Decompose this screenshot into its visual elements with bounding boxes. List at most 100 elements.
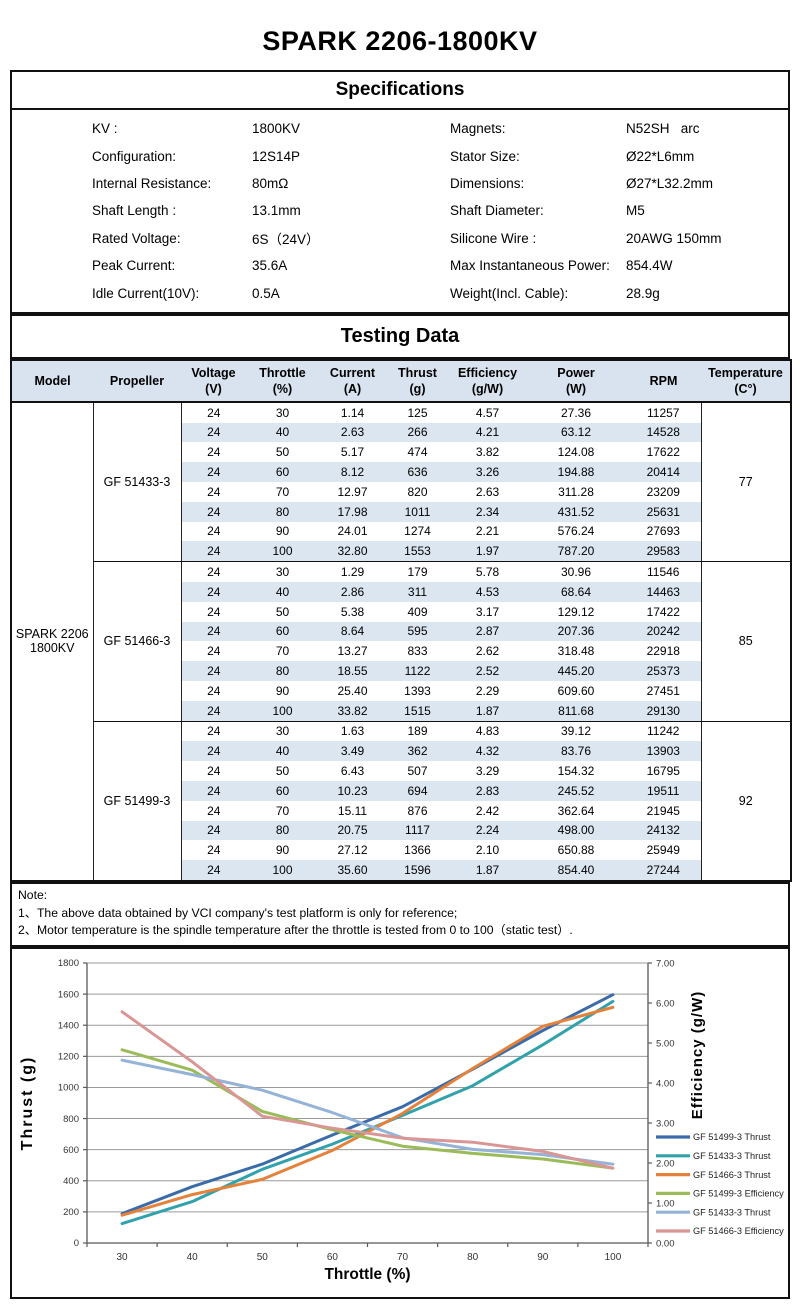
table-cell: 595 xyxy=(386,621,449,642)
series-line xyxy=(120,992,615,1215)
table-cell: 24 xyxy=(180,820,246,841)
table-row: 24 80 17.98 1011 2.34 431.52 25631 xyxy=(11,501,791,522)
table-row: 24 80 20.75 1117 2.24 498.00 24132 xyxy=(11,820,791,841)
column-header: Propeller xyxy=(93,358,181,403)
table-cell: 3.82 xyxy=(475,445,500,460)
table-cell: 13.27 xyxy=(337,644,368,659)
table-cell: 70 xyxy=(275,803,290,818)
table-cell: 68.64 xyxy=(526,581,626,602)
table-cell: 876 xyxy=(407,803,428,818)
spec-label: Max Instantaneous Power: xyxy=(450,258,610,274)
table-cell: 129.12 xyxy=(557,604,595,619)
table-cell: 24 xyxy=(180,541,246,563)
left-axis-title: Thrust (g) xyxy=(19,1055,36,1150)
table-cell: 39.12 xyxy=(560,724,592,739)
table-row: 24 50 6.43 507 3.29 154.32 16795 xyxy=(11,761,791,781)
table-cell: 2.42 xyxy=(475,803,500,818)
left-axis-tick-label: 800 xyxy=(63,1113,79,1124)
table-cell: 507 xyxy=(407,764,428,779)
table-row: 24 50 5.17 474 3.82 124.08 17622 xyxy=(11,442,791,463)
table-cell: 3.49 xyxy=(319,741,386,762)
spec-value: 80mΩ xyxy=(252,176,289,192)
table-cell: 362 xyxy=(386,741,449,762)
table-cell: 650.88 xyxy=(557,843,595,858)
spec-label: Silicone Wire : xyxy=(450,230,537,246)
table-cell: 14528 xyxy=(626,422,701,443)
table-cell: 1366 xyxy=(404,843,431,858)
table-cell: 1011 xyxy=(386,501,449,522)
table-cell: 14463 xyxy=(626,581,701,602)
column-header: Voltage (V) xyxy=(181,358,246,403)
left-axis-tick-label: 1400 xyxy=(58,1020,79,1031)
table-cell: 3.26 xyxy=(449,462,526,482)
table-cell: 833 xyxy=(407,644,428,659)
table-cell: 24 xyxy=(180,601,246,622)
table-cell: 32.80 xyxy=(319,541,386,563)
table-cell: 2.83 xyxy=(449,780,526,801)
table-cell: 30.96 xyxy=(560,565,592,580)
table-cell: 24 xyxy=(180,800,246,821)
table-cell: 189 xyxy=(407,724,428,739)
table-cell: 27451 xyxy=(646,683,680,698)
table-cell: 30 xyxy=(275,565,290,580)
specifications-section: Specifications KV : 1800KV Magnets: N52SH a… xyxy=(10,70,790,314)
table-cell: 4.53 xyxy=(449,581,526,602)
legend-label: GF 51499-3 Thrust xyxy=(693,1132,771,1142)
table-cell: 21945 xyxy=(646,803,680,818)
table-cell: 311.28 xyxy=(558,484,594,499)
table-cell: 24132 xyxy=(626,820,701,841)
table-cell: 24 xyxy=(180,621,246,642)
spec-value: 12S14P xyxy=(252,148,301,164)
spec-label: Magnets: xyxy=(450,121,506,137)
table-row: SPARK 2206 1800KV GF 51433-3 24 30 1.14 125 4.… xyxy=(11,401,791,881)
table-cell: 124.08 xyxy=(557,445,595,460)
spec-label: Internal Resistance: xyxy=(92,176,212,192)
column-header: RPM xyxy=(626,358,701,403)
table-cell: 1393 xyxy=(404,683,431,698)
chart-canvas: 0 200 400 600 800 1000 1200 1400 1600 1800 0.00 1.0… xyxy=(19,958,784,1283)
note-section: Note: 1、The above data obtained by VCI c… xyxy=(10,881,790,947)
table-cell: 90 xyxy=(275,683,290,698)
table-cell: 609.60 xyxy=(557,683,595,698)
table-cell: 3.17 xyxy=(475,604,500,619)
table-cell: 4.32 xyxy=(449,741,526,762)
table-cell: 1.97 xyxy=(449,541,526,563)
legend-label: GF 51433-3 Thrust xyxy=(693,1207,771,1217)
table-row: 24 70 12.97 820 2.63 311.28 23209 xyxy=(11,481,791,502)
table-cell: 90 xyxy=(275,843,290,858)
table-row: 24 90 25.40 1393 2.29 609.60 27451 xyxy=(11,680,791,701)
table-cell: 1553 xyxy=(386,541,449,563)
testing-data-title-box: Testing Data xyxy=(10,313,790,359)
table-cell: 18.55 xyxy=(319,661,386,681)
legend-item: GF 51433-3 Thrust xyxy=(656,1207,771,1217)
table-cell: 409 xyxy=(407,604,428,619)
series-line xyxy=(120,999,615,1225)
note-line: 1、The above data obtained by VCI company… xyxy=(18,905,458,920)
table-cell: 20.75 xyxy=(319,820,386,841)
table-row: 24 70 15.11 876 2.42 362.64 21945 xyxy=(11,800,791,821)
propeller-cell: GF 51499-3 xyxy=(92,721,181,881)
table-cell: 100 xyxy=(246,860,319,881)
table-cell: 854.40 xyxy=(526,860,626,881)
note-heading: Note: xyxy=(18,887,48,902)
table-cell: 19511 xyxy=(626,780,701,801)
table-cell: 474 xyxy=(407,445,428,460)
table-cell: 29130 xyxy=(626,700,701,722)
table-cell: 820 xyxy=(407,484,428,499)
model-cell: SPARK 2206 1800KV xyxy=(11,401,93,881)
table-cell: 17422 xyxy=(646,604,680,619)
spec-grid: KV : 1800KV Magnets: N52SH arc Configuration… xyxy=(12,110,788,312)
table-cell: 13903 xyxy=(626,741,701,762)
table-cell: 576.24 xyxy=(557,524,595,539)
table-cell: 70 xyxy=(275,644,290,659)
table-cell: 24 xyxy=(180,462,246,482)
table-cell: 194.88 xyxy=(526,462,626,482)
table-cell: 30 xyxy=(275,724,290,739)
legend-item: GF 51433-3 Thrust xyxy=(656,1151,771,1161)
right-axis-tick-label: 1.00 xyxy=(656,1198,675,1209)
table-cell: 787.20 xyxy=(526,541,626,563)
table-cell: 60 xyxy=(246,780,319,801)
spec-label: Idle Current(10V): xyxy=(92,285,200,301)
left-axis-tick-label: 0 xyxy=(74,1238,79,1249)
